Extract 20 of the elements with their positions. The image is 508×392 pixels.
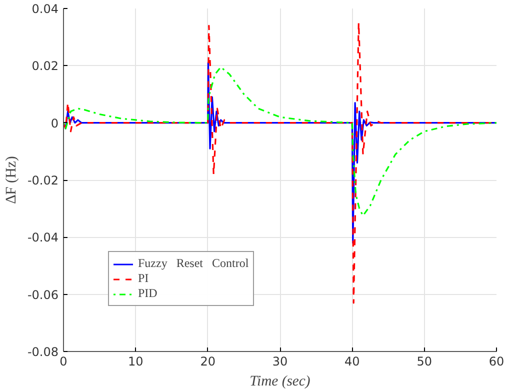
x-tick-label: 40 xyxy=(344,354,360,368)
y-tick-label: -0.04 xyxy=(27,230,59,245)
y-tick-label: 0.02 xyxy=(32,59,58,74)
y-tick-label: -0.02 xyxy=(27,174,59,188)
x-tick-label: 50 xyxy=(416,354,432,368)
x-tick-label: 0 xyxy=(60,354,68,368)
legend-label: PI xyxy=(138,271,150,286)
y-axis-title: ∆F (Hz) xyxy=(3,156,20,204)
x-axis-title: Time (sec) xyxy=(250,374,310,390)
x-tick-label: 10 xyxy=(128,354,144,368)
legend-label: PID xyxy=(138,286,158,301)
y-tick-label: -0.06 xyxy=(27,288,59,302)
y-tick-label: -0.08 xyxy=(27,345,59,359)
x-tick-label: 30 xyxy=(272,354,288,368)
y-tick-label: 0.04 xyxy=(32,2,58,16)
x-tick-label: 60 xyxy=(488,354,504,368)
line-series xyxy=(64,66,496,217)
legend-label: Fuzzy Reset Control xyxy=(138,256,249,271)
x-tick-label: 20 xyxy=(200,354,216,368)
y-tick-label: 0 xyxy=(50,116,59,130)
